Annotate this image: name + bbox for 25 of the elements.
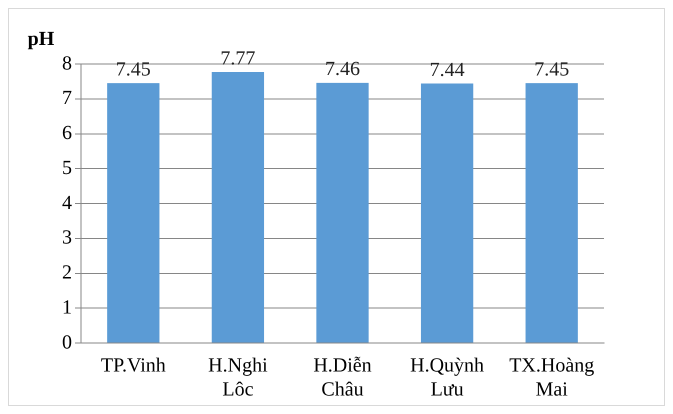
y-tick-label: 8 bbox=[62, 52, 72, 74]
y-tick-label: 2 bbox=[62, 262, 72, 284]
bar bbox=[316, 82, 369, 342]
y-axis-title: pH bbox=[28, 28, 55, 50]
y-tick-label: 3 bbox=[62, 226, 72, 249]
x-tick-label: H.Nghi Lôc bbox=[208, 354, 268, 400]
bar bbox=[107, 83, 160, 342]
x-tick-label: TP.Vinh bbox=[100, 354, 166, 376]
y-tick-label: 1 bbox=[62, 296, 72, 318]
y-tick-label: 0 bbox=[62, 331, 72, 354]
x-tick-label: H.Quỳnh Lưu bbox=[410, 354, 484, 400]
data-label: 7.46 bbox=[325, 58, 360, 80]
bar bbox=[212, 72, 264, 342]
y-tick-label: 4 bbox=[62, 192, 72, 214]
y-tick-label: 7 bbox=[62, 87, 72, 110]
x-tick-label: TX.Hoàng Mai bbox=[509, 354, 594, 400]
y-tick-label: 6 bbox=[62, 122, 72, 144]
data-label: 7.77 bbox=[220, 47, 256, 70]
bar bbox=[420, 84, 474, 342]
data-label: 7.45 bbox=[534, 58, 570, 80]
x-tick-label: H.Diễn Châu bbox=[313, 354, 372, 400]
bar bbox=[526, 83, 578, 342]
y-tick-label: 5 bbox=[62, 156, 72, 179]
data-label: 7.45 bbox=[116, 58, 151, 80]
data-label: 7.44 bbox=[430, 58, 465, 81]
